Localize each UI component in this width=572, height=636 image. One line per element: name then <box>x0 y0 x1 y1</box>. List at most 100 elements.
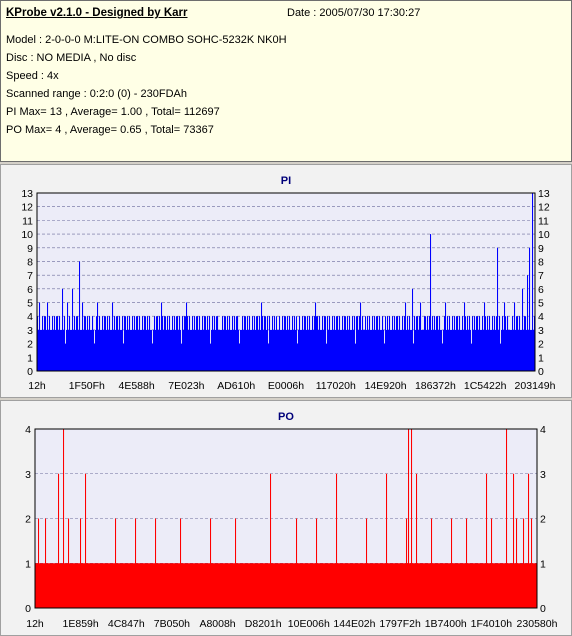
data-bar <box>176 316 178 371</box>
data-bar <box>99 563 101 608</box>
data-bar <box>55 329 57 371</box>
data-bar <box>155 518 157 608</box>
data-bar <box>179 316 181 371</box>
data-bar <box>101 563 103 608</box>
data-bar <box>268 563 270 608</box>
data-bar <box>493 563 495 608</box>
data-bar <box>140 563 142 608</box>
data-bar <box>146 329 148 371</box>
data-bar <box>362 316 364 371</box>
y-tick-label: 10 <box>21 229 33 241</box>
data-bar <box>444 316 446 371</box>
info-panel: KProbe v2.1.0 - Designed by Karr Date : … <box>0 0 572 162</box>
data-bar <box>534 563 536 608</box>
data-bar <box>289 563 291 608</box>
data-bar <box>388 329 390 371</box>
plot-frame <box>34 428 538 609</box>
data-bar <box>109 563 111 608</box>
data-bar <box>460 329 462 371</box>
data-bar <box>200 329 202 371</box>
data-bar <box>441 563 443 608</box>
data-bar <box>128 329 130 371</box>
data-bar <box>132 316 134 371</box>
y-tick-label: 4 <box>540 424 546 436</box>
data-bar <box>492 563 494 608</box>
data-bar <box>53 329 55 371</box>
data-bar <box>78 329 80 371</box>
data-bar <box>513 329 515 371</box>
data-bar <box>287 316 289 371</box>
data-bar <box>296 316 298 371</box>
data-bar <box>357 563 359 608</box>
data-bar <box>47 563 49 608</box>
data-bar <box>255 329 257 371</box>
data-bar <box>288 563 290 608</box>
data-bar <box>232 316 234 371</box>
data-bar <box>80 329 82 371</box>
data-bar <box>191 329 193 371</box>
data-bar <box>437 316 439 371</box>
data-bar <box>168 329 170 371</box>
data-bar <box>504 302 506 371</box>
data-bar <box>220 329 222 371</box>
data-bar <box>336 316 338 371</box>
x-tick-label: 186372h <box>415 380 456 392</box>
data-bar <box>130 563 132 608</box>
data-bar <box>205 563 207 608</box>
data-bar <box>269 316 271 371</box>
data-bar <box>349 316 351 371</box>
data-bar <box>85 473 87 608</box>
data-bar <box>204 563 206 608</box>
data-bar <box>169 563 171 608</box>
data-bar <box>435 329 437 371</box>
data-bar <box>269 563 271 608</box>
data-bar <box>309 563 311 608</box>
data-bar <box>530 563 532 608</box>
data-bar <box>163 329 165 371</box>
data-bar <box>307 563 309 608</box>
data-bar <box>503 563 505 608</box>
data-bar <box>165 316 167 371</box>
data-bar <box>483 329 485 371</box>
data-bar <box>263 329 265 371</box>
data-bar <box>248 329 250 371</box>
data-bar <box>227 563 229 608</box>
data-bar <box>148 563 150 608</box>
data-bar <box>318 329 320 371</box>
data-bar <box>241 329 243 371</box>
data-bar <box>250 563 252 608</box>
data-bar <box>468 563 470 608</box>
data-bar <box>181 563 183 608</box>
data-bar <box>375 563 377 608</box>
data-bar <box>497 247 499 371</box>
data-bar <box>156 316 158 371</box>
data-bar <box>416 316 418 371</box>
data-bar <box>299 563 301 608</box>
data-bar <box>525 316 527 371</box>
data-bar <box>205 316 207 371</box>
data-bar <box>210 518 212 608</box>
data-bar <box>231 563 233 608</box>
data-bar <box>50 329 52 371</box>
data-bar <box>409 316 411 371</box>
data-bar <box>462 563 464 608</box>
data-bar <box>54 563 56 608</box>
data-bar <box>216 316 218 371</box>
data-bar <box>135 329 137 371</box>
data-bar <box>434 563 436 608</box>
data-bar <box>469 563 471 608</box>
data-bar <box>154 316 156 371</box>
data-bar <box>506 429 508 608</box>
data-bar <box>472 563 474 608</box>
data-bar <box>238 563 240 608</box>
data-bar <box>422 329 424 371</box>
data-bar <box>474 563 476 608</box>
x-tick-label: D8201h <box>245 618 282 630</box>
data-bar <box>76 316 78 371</box>
data-bar <box>217 316 219 371</box>
data-bar <box>404 563 406 608</box>
data-bar <box>464 563 466 608</box>
data-bar <box>325 563 327 608</box>
data-bar <box>366 518 368 608</box>
data-bar <box>494 563 496 608</box>
